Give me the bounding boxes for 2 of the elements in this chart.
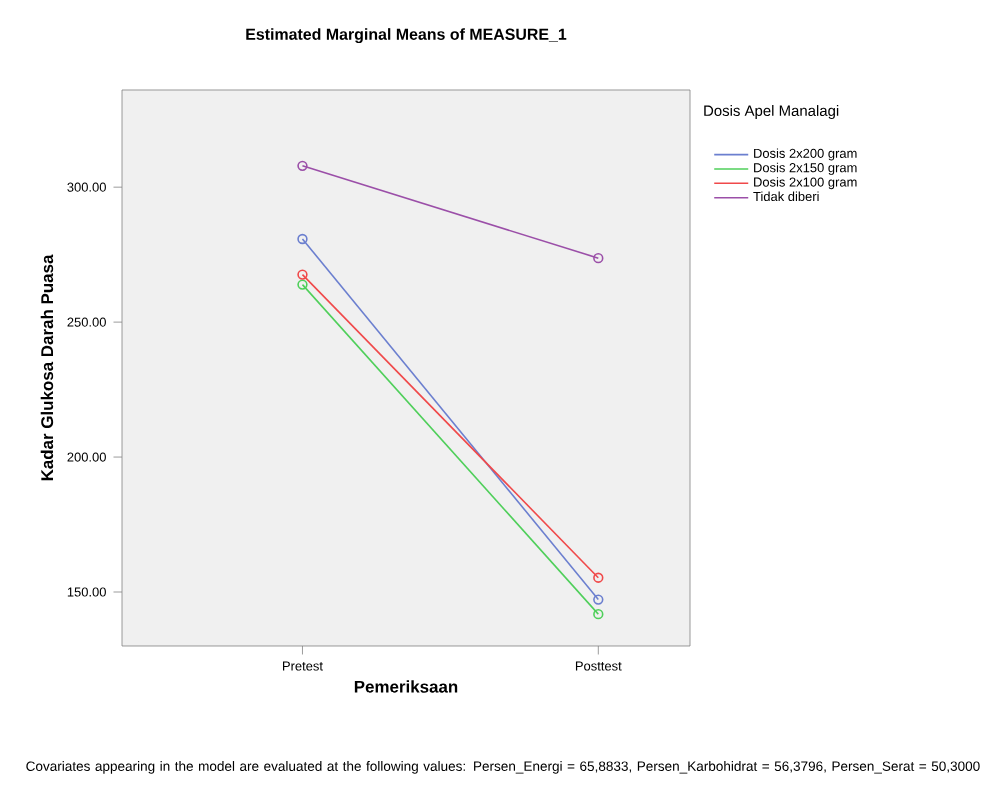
y-axis-title: Kadar Glukosa Darah Puasa — [40, 254, 54, 481]
x-axis-title: Pemeriksaan — [354, 680, 458, 693]
